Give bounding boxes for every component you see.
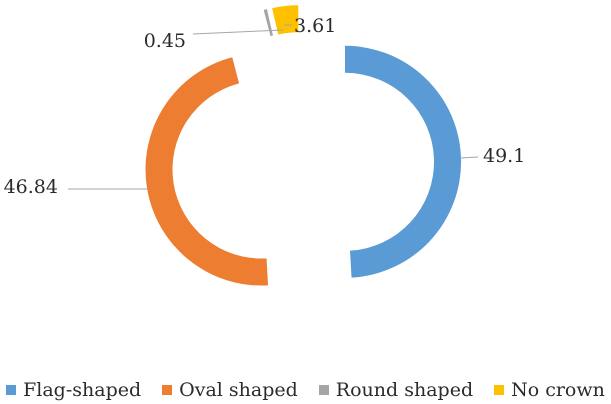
data-label-no-crown: 3.61 <box>294 15 336 37</box>
slice-flag-shaped <box>344 45 462 278</box>
slice-no-crown <box>272 5 299 35</box>
legend-label-no-crown: No crown <box>511 379 605 401</box>
legend-swatch-no-crown <box>494 385 505 395</box>
doughnut-chart: 49.1 46.84 0.45 3.61 <box>4 5 526 286</box>
legend-item-round-shaped: Round shaped <box>318 379 474 401</box>
slice-oval-shaped <box>145 57 269 286</box>
legend-swatch-round-shaped <box>318 385 329 395</box>
legend-item-flag-shaped: Flag-shaped <box>6 379 141 401</box>
legend-label-round-shaped: Round shaped <box>335 379 474 401</box>
leader-lines-group <box>68 24 479 190</box>
slice-round-shaped <box>263 9 273 37</box>
legend-item-oval-shaped: Oval shaped <box>162 379 298 401</box>
legend-swatch-oval-shaped <box>162 385 173 395</box>
data-label-round-shaped: 0.45 <box>144 30 186 52</box>
leader-line-round-shaped <box>192 29 284 35</box>
data-label-oval-shaped: 46.84 <box>4 176 58 198</box>
legend-swatch-flag-shaped <box>6 385 17 395</box>
slices-group <box>145 5 462 286</box>
legend-item-no-crown: No crown <box>494 379 605 401</box>
legend-label-oval-shaped: Oval shaped <box>179 379 298 401</box>
leader-line-flag-shaped <box>459 156 479 159</box>
data-labels-group: 49.1 46.84 0.45 3.61 <box>4 15 526 198</box>
data-label-flag-shaped: 49.1 <box>483 145 525 167</box>
legend-label-flag-shaped: Flag-shaped <box>23 379 142 401</box>
legend: Flag-shaped Oval shaped Round shaped No … <box>0 376 611 404</box>
